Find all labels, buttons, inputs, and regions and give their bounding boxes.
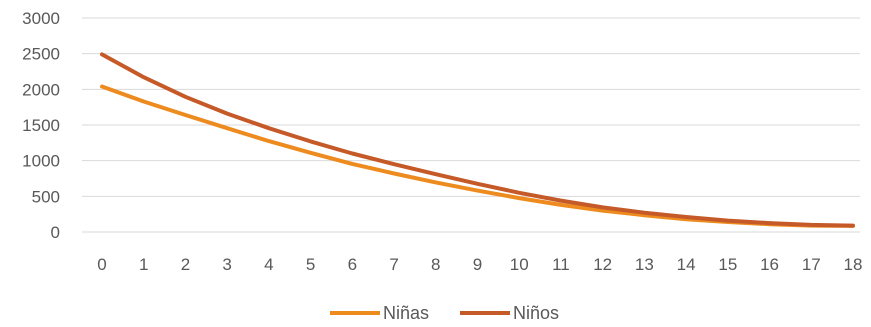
x-tick-label: 0 bbox=[97, 255, 106, 274]
x-axis-ticks: 0 1 2 3 4 5 6 7 8 9 10 11 12 13 14 15 16 17 18 bbox=[97, 255, 862, 274]
y-tick-label: 2500 bbox=[22, 45, 60, 64]
x-tick-label: 8 bbox=[431, 255, 440, 274]
y-tick-label: 1000 bbox=[22, 152, 60, 171]
x-tick-label: 2 bbox=[181, 255, 190, 274]
y-tick-label: 2000 bbox=[22, 80, 60, 99]
gridlines bbox=[82, 17, 860, 233]
x-tick-label: 10 bbox=[510, 255, 529, 274]
x-tick-label: 11 bbox=[552, 255, 570, 274]
y-axis-ticks: 0 500 1000 1500 2000 2500 3000 bbox=[22, 9, 60, 242]
y-tick-label: 0 bbox=[51, 223, 60, 242]
x-tick-label: 16 bbox=[760, 255, 779, 274]
legend-item: Niños bbox=[460, 303, 559, 323]
x-tick-label: 12 bbox=[593, 255, 612, 274]
x-tick-label: 15 bbox=[718, 255, 737, 274]
x-tick-label: 6 bbox=[348, 255, 357, 274]
x-tick-label: 18 bbox=[844, 255, 863, 274]
y-tick-label: 3000 bbox=[22, 9, 60, 28]
y-tick-label: 500 bbox=[32, 187, 60, 206]
series-line-1 bbox=[100, 52, 855, 228]
x-tick-label: 17 bbox=[802, 255, 821, 274]
x-tick-label: 9 bbox=[473, 255, 482, 274]
x-tick-label: 3 bbox=[222, 255, 231, 274]
x-tick-label: 14 bbox=[677, 255, 696, 274]
series-lines bbox=[100, 52, 855, 228]
x-tick-label: 4 bbox=[264, 255, 273, 274]
legend-item: Niñas bbox=[330, 303, 429, 323]
x-tick-label: 13 bbox=[635, 255, 654, 274]
legend-label: Niñas bbox=[383, 303, 429, 323]
legend-label: Niños bbox=[513, 303, 559, 323]
y-tick-label: 1500 bbox=[22, 116, 60, 135]
x-tick-label: 5 bbox=[306, 255, 315, 274]
x-tick-label: 7 bbox=[389, 255, 398, 274]
legend: Niñas Niños bbox=[330, 303, 559, 323]
x-tick-label: 1 bbox=[139, 255, 148, 274]
